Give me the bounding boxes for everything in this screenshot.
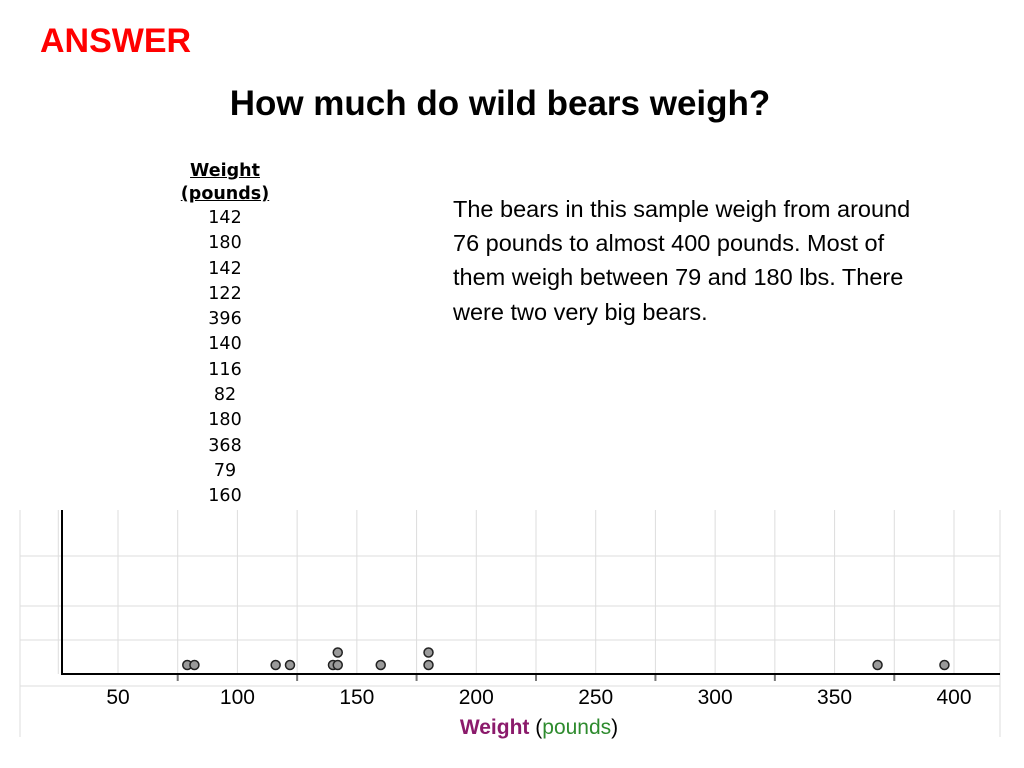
data-dot	[270, 659, 281, 671]
data-dot	[423, 659, 434, 671]
x-tick-label: 100	[220, 686, 255, 709]
x-tick-label: 350	[817, 686, 852, 709]
table-value: 396	[208, 309, 242, 330]
table-value: 180	[208, 410, 242, 431]
table-header-weight: Weight	[190, 161, 260, 181]
x-axis-label-weight: Weight	[460, 716, 530, 739]
dot-plot: 50 100 150 200 250 300 350 400 Weight (pounds)	[19, 510, 1001, 739]
data-dots	[182, 647, 950, 671]
x-ticks: 50 100 150 200 250 300 350 400	[106, 675, 972, 709]
table-value: 180	[208, 233, 242, 254]
data-dot	[872, 659, 883, 671]
x-tick-label: 50	[106, 686, 129, 709]
data-dot	[375, 659, 386, 671]
grid	[19, 510, 1001, 737]
x-axis-label-close-paren: )	[611, 716, 618, 739]
table-values: 142 180 142 122 396 140 116 82 180 368 79 160	[155, 206, 295, 510]
x-axis-label-open-paren: (	[535, 716, 542, 739]
table-value: 79	[213, 460, 237, 481]
data-dot	[423, 647, 434, 658]
weight-table: Weight (pounds) 142 180 142 122 396 140 116 82 1…	[155, 160, 295, 510]
x-axis-label-pounds: pounds	[542, 716, 611, 739]
answer-label: ANSWER	[40, 22, 192, 60]
table-value: 116	[208, 359, 242, 380]
x-tick-label: 150	[339, 686, 374, 709]
axes	[61, 510, 1000, 675]
x-tick-label: 250	[578, 686, 613, 709]
data-dot	[332, 659, 343, 671]
x-tick-label: 400	[936, 686, 971, 709]
table-header-pounds: (pounds)	[180, 184, 270, 204]
data-dot	[284, 659, 296, 671]
table-value: 368	[208, 435, 242, 456]
data-dot	[332, 647, 343, 658]
x-tick-label: 200	[459, 686, 494, 709]
data-dot	[939, 659, 950, 671]
slide-title: How much do wild bears weigh?	[229, 84, 771, 123]
table-value: 142	[208, 258, 242, 279]
summary-text: The bears in this sample weigh from arou…	[453, 196, 911, 325]
table-value: 160	[208, 486, 242, 507]
table-value: 82	[213, 385, 237, 406]
x-axis-label: Weight (pounds)	[460, 716, 618, 739]
data-dot	[189, 659, 200, 671]
table-value: 122	[208, 283, 242, 304]
table-value: 142	[208, 208, 242, 228]
x-tick-label: 300	[698, 686, 733, 709]
table-value: 140	[208, 334, 242, 355]
